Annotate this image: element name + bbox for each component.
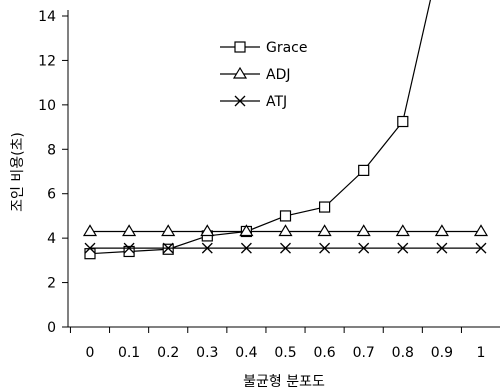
legend-label-atj: ATJ xyxy=(266,94,287,110)
x-tick-label: 0.2 xyxy=(157,345,179,361)
data-point-adj xyxy=(317,224,332,237)
y-tick-label: 8 xyxy=(47,142,56,158)
data-point-adj xyxy=(82,224,98,237)
data-point-adj xyxy=(200,224,215,237)
data-point-adj xyxy=(473,224,489,237)
y-axis-ticks: 0 2 4 6 8 10 12 14 xyxy=(38,9,68,336)
legend-marker-adj xyxy=(232,66,248,79)
data-point-atj xyxy=(123,242,135,254)
axes xyxy=(67,10,500,328)
data-point-grace xyxy=(358,164,370,176)
x-tick-label: 0.9 xyxy=(431,345,453,361)
legend-item-atj: ATJ xyxy=(220,94,287,110)
data-point-atj xyxy=(280,242,291,254)
series-line-grace xyxy=(89,0,432,255)
y-tick-label: 6 xyxy=(47,187,56,203)
data-point-atj xyxy=(475,242,487,254)
y-tick-label: 14 xyxy=(38,9,56,25)
data-point-adj xyxy=(395,224,410,237)
data-point-atj xyxy=(319,242,331,254)
data-point-grace xyxy=(84,248,96,260)
x-tick-label: 0.6 xyxy=(313,345,335,361)
series-adj xyxy=(82,224,489,237)
x-tick-label: 1 xyxy=(477,345,486,361)
legend-label-grace: Grace xyxy=(266,40,308,56)
y-tick-label: 2 xyxy=(47,276,56,292)
data-point-grace xyxy=(162,243,174,255)
x-tick-label: 0 xyxy=(86,345,95,361)
data-point-adj xyxy=(356,224,371,237)
data-point-atj xyxy=(84,242,96,254)
data-point-grace xyxy=(397,115,409,128)
data-point-atj xyxy=(201,242,213,254)
data-point-grace xyxy=(279,210,292,222)
x-tick-label: 0.3 xyxy=(196,345,218,361)
data-point-atj xyxy=(436,242,448,254)
x-axis-title: 불균형 분포도 xyxy=(243,374,325,390)
series-group xyxy=(82,0,489,260)
data-point-atj xyxy=(240,242,252,254)
legend-marker-grace xyxy=(234,41,246,53)
data-point-grace xyxy=(319,201,331,213)
legend-item-adj: ADJ xyxy=(220,66,291,83)
data-point-atj xyxy=(162,242,174,254)
y-tick-label: 4 xyxy=(47,231,56,247)
x-axis-ticks: 0 0.1 0.2 0.3 0.4 0.5 0.6 0.7 0.8 0.9 1 xyxy=(69,327,486,361)
legend-item-grace: Grace xyxy=(220,40,308,56)
x-tick-label: 0.5 xyxy=(274,345,296,361)
x-tick-label: 0.4 xyxy=(235,345,257,361)
y-tick-label: 0 xyxy=(47,320,56,336)
series-atj xyxy=(84,242,487,254)
legend: Grace ADJ ATJ xyxy=(220,40,308,110)
legend-label-adj: ADJ xyxy=(266,67,291,83)
data-point-adj xyxy=(278,224,293,237)
x-tick-label: 0.1 xyxy=(118,345,140,361)
data-point-grace xyxy=(123,245,135,258)
y-axis-title: 조인 비용(초) xyxy=(10,132,26,212)
x-tick-label: 0.8 xyxy=(392,345,414,361)
data-point-atj xyxy=(358,242,370,254)
data-point-adj xyxy=(434,224,449,237)
data-point-atj xyxy=(397,242,409,254)
y-tick-label: 10 xyxy=(38,98,56,114)
x-tick-label: 0.7 xyxy=(353,345,375,361)
data-point-adj xyxy=(239,224,254,237)
y-tick-label: 12 xyxy=(38,53,56,69)
legend-marker-atj xyxy=(234,95,246,107)
data-point-adj xyxy=(122,224,137,237)
series-grace xyxy=(84,0,432,260)
data-point-adj xyxy=(161,224,176,237)
